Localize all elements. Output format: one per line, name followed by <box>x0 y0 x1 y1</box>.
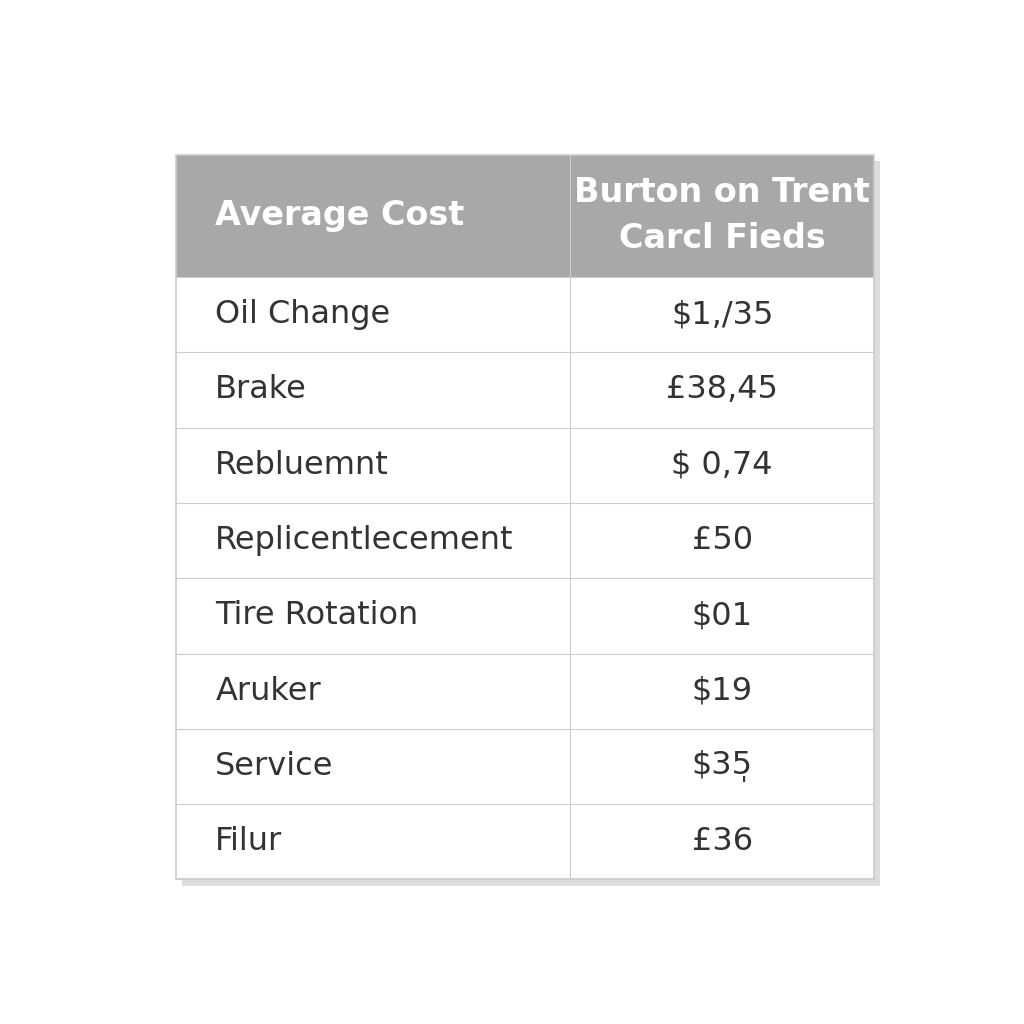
Bar <box>176 503 873 579</box>
Text: Filur: Filur <box>215 826 283 857</box>
Text: $35̩: $35̩ <box>691 751 753 782</box>
Text: $ 0,74: $ 0,74 <box>672 450 773 481</box>
Bar <box>176 579 873 653</box>
Bar <box>176 653 873 729</box>
Text: Service: Service <box>215 751 334 782</box>
Bar <box>176 804 873 880</box>
Text: $1,/35: $1,/35 <box>671 299 773 330</box>
Text: $01: $01 <box>691 600 753 632</box>
Text: Rebluemnt: Rebluemnt <box>215 450 389 481</box>
Bar <box>176 352 873 428</box>
Text: Tire Rotation: Tire Rotation <box>215 600 419 632</box>
Text: Replicentlecement: Replicentlecement <box>215 525 514 556</box>
Bar <box>176 729 873 804</box>
Text: £50: £50 <box>691 525 753 556</box>
Bar <box>182 161 881 886</box>
Text: Oil Change: Oil Change <box>215 299 390 330</box>
Text: Brake: Brake <box>215 375 307 406</box>
Bar <box>176 428 873 503</box>
Bar <box>176 155 873 880</box>
Bar <box>176 155 873 278</box>
Text: Aruker: Aruker <box>215 676 322 707</box>
Text: $19: $19 <box>691 676 753 707</box>
Text: Average Cost: Average Cost <box>215 200 465 232</box>
Bar <box>176 278 873 352</box>
Text: £36: £36 <box>691 826 753 857</box>
Bar <box>176 155 873 880</box>
Text: £38,45: £38,45 <box>667 375 778 406</box>
Text: Burton on Trent
Carcl Fieds: Burton on Trent Carcl Fieds <box>574 176 870 255</box>
